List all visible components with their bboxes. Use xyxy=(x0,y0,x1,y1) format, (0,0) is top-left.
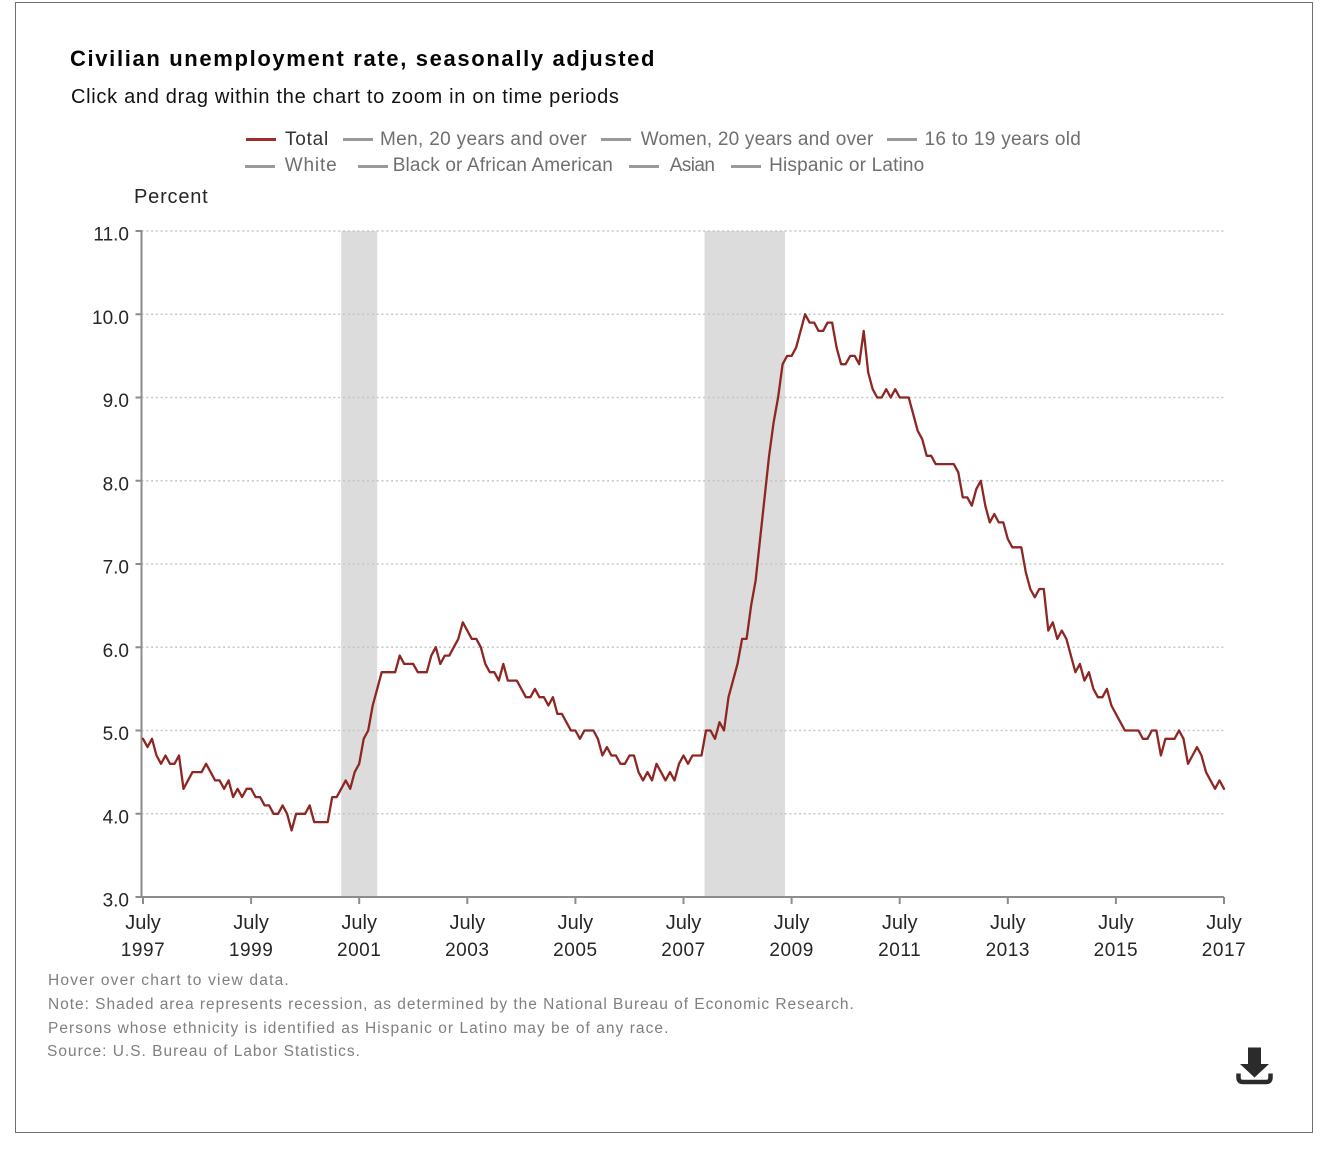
svg-text:6.0: 6.0 xyxy=(103,641,129,662)
svg-text:July: July xyxy=(774,912,810,934)
svg-text:9.0: 9.0 xyxy=(103,391,129,412)
svg-text:2011: 2011 xyxy=(878,940,921,961)
svg-text:2001: 2001 xyxy=(337,940,381,961)
svg-text:2013: 2013 xyxy=(986,940,1030,961)
svg-text:July: July xyxy=(125,912,161,934)
svg-text:2015: 2015 xyxy=(1094,940,1138,961)
svg-text:July: July xyxy=(1206,912,1242,934)
svg-text:July: July xyxy=(1098,912,1134,934)
svg-text:July: July xyxy=(341,912,377,934)
svg-text:2017: 2017 xyxy=(1202,940,1246,961)
svg-text:4.0: 4.0 xyxy=(103,807,129,828)
svg-text:July: July xyxy=(666,912,702,934)
svg-text:7.0: 7.0 xyxy=(103,558,129,579)
svg-text:1997: 1997 xyxy=(121,940,165,961)
svg-text:2009: 2009 xyxy=(769,940,813,961)
svg-text:10.0: 10.0 xyxy=(92,308,129,329)
svg-text:3.0: 3.0 xyxy=(103,891,129,912)
svg-text:July: July xyxy=(882,912,918,934)
svg-text:2003: 2003 xyxy=(445,940,489,961)
svg-text:1999: 1999 xyxy=(229,940,273,961)
svg-text:July: July xyxy=(233,912,269,934)
svg-text:July: July xyxy=(558,912,594,934)
svg-text:July: July xyxy=(990,912,1026,934)
svg-text:5.0: 5.0 xyxy=(103,724,129,745)
svg-text:8.0: 8.0 xyxy=(103,474,129,495)
svg-text:11.0: 11.0 xyxy=(93,225,129,246)
svg-text:July: July xyxy=(450,912,486,934)
svg-text:2007: 2007 xyxy=(661,940,705,961)
svg-text:2005: 2005 xyxy=(553,940,597,961)
